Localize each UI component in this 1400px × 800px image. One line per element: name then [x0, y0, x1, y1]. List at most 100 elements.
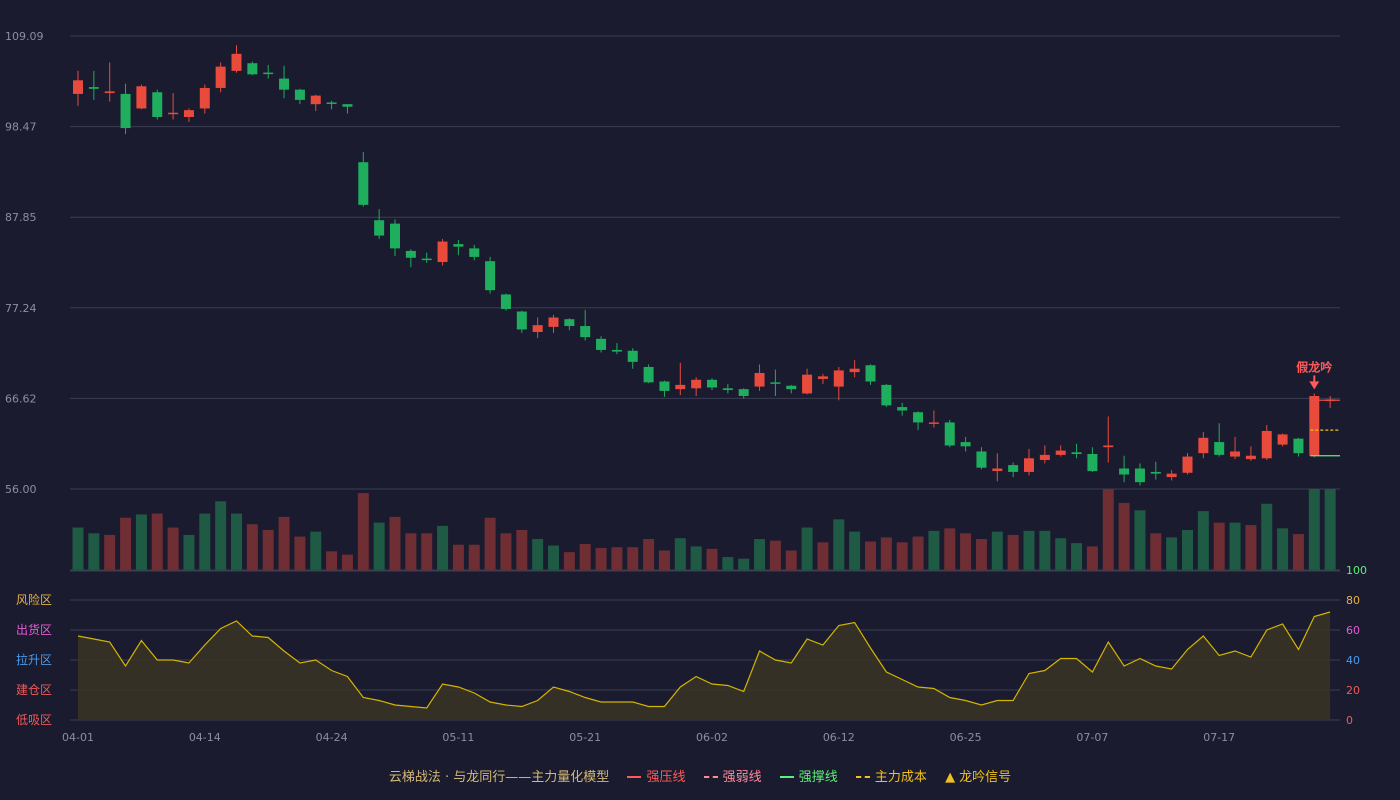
- candle: [564, 318, 575, 331]
- dashed-swatch: [855, 775, 870, 778]
- candle-body: [1166, 473, 1177, 478]
- candle: [168, 93, 179, 120]
- volume-bar: [1229, 522, 1241, 571]
- date-tick-label: 05-21: [569, 731, 601, 744]
- candle: [643, 364, 654, 384]
- candle: [500, 293, 511, 311]
- candle-body: [1119, 468, 1130, 475]
- volume-bar: [801, 527, 813, 571]
- legend-label: 龙吟信号: [959, 770, 1012, 785]
- candle: [691, 377, 702, 396]
- candle-body: [611, 349, 622, 352]
- candle-body: [263, 72, 274, 75]
- volume-bar: [643, 539, 655, 571]
- volume-bar: [215, 501, 227, 571]
- candle: [1024, 448, 1034, 476]
- candle-body: [802, 374, 813, 394]
- volume-bar: [1071, 543, 1083, 571]
- volume-bar: [738, 558, 750, 571]
- candle-body: [374, 220, 385, 236]
- candle: [1182, 453, 1193, 475]
- indicator-line: [77, 611, 1331, 709]
- volume-bar: [1308, 489, 1320, 571]
- volume-bar: [944, 528, 956, 571]
- price-tick-label: 66.62: [5, 392, 37, 405]
- price-tick-label: 87.85: [5, 211, 37, 224]
- volume-bar: [1182, 530, 1193, 571]
- candle-body: [817, 376, 828, 379]
- candle-body: [1039, 454, 1050, 460]
- candle: [1055, 445, 1066, 457]
- volume-bar: [421, 533, 433, 571]
- volume-bar: [960, 533, 972, 571]
- line-swatch: [627, 775, 642, 778]
- candle: [722, 384, 733, 394]
- volume-bar: [595, 548, 607, 571]
- volume-bar: [310, 531, 322, 571]
- signal-label: 假龙吟: [1296, 359, 1332, 374]
- line-swatch: [779, 775, 794, 778]
- candle-body: [722, 388, 733, 391]
- legend-label: 强弱线: [722, 770, 762, 785]
- candle: [326, 100, 337, 110]
- candle-body: [944, 422, 955, 446]
- indicator-tick-label: 0: [1346, 714, 1353, 727]
- volume-bar: [690, 546, 702, 571]
- legend-item-strong-resistance: 强压线: [627, 766, 685, 785]
- candle: [405, 249, 416, 268]
- candle-body: [1261, 430, 1272, 459]
- candle: [802, 368, 813, 395]
- candle: [928, 410, 939, 428]
- candle-body: [691, 379, 702, 389]
- volume-bars: [72, 489, 1336, 571]
- volume-bar: [1023, 530, 1035, 571]
- volume-bar: [563, 552, 575, 571]
- candle-body: [1277, 434, 1288, 445]
- candle: [992, 453, 1003, 482]
- volume-bar: [1007, 534, 1019, 571]
- candle-body: [564, 319, 575, 327]
- volume-bar: [975, 539, 987, 571]
- candle-body: [104, 91, 115, 94]
- indicator-tick-label: 60: [1346, 624, 1360, 637]
- candle-body: [199, 87, 210, 109]
- indicator-area: [78, 612, 1331, 720]
- candle: [247, 61, 258, 76]
- candle-body: [770, 382, 781, 384]
- volume-bar: [928, 530, 940, 571]
- candle-body: [358, 162, 369, 205]
- volume-bar: [199, 513, 211, 571]
- volume-bar: [1102, 489, 1114, 571]
- candle: [215, 62, 226, 93]
- candle-body: [279, 78, 290, 90]
- price-tick-label: 56.00: [5, 483, 37, 496]
- triangle-icon: ▲: [945, 770, 956, 785]
- candle-body: [294, 89, 305, 100]
- volume-bar: [405, 533, 417, 571]
- date-tick-label: 05-11: [442, 731, 474, 744]
- volume-bar: [817, 542, 829, 571]
- candle: [199, 84, 210, 114]
- volume-bar: [706, 548, 718, 571]
- candle-body: [881, 384, 892, 406]
- candle-body: [168, 112, 179, 115]
- candle: [833, 366, 844, 401]
- candle-body: [960, 442, 971, 447]
- volume-bar: [72, 527, 84, 571]
- price-tick-label: 77.24: [5, 302, 37, 315]
- volume-bar: [1324, 489, 1336, 571]
- candle-body: [88, 87, 99, 89]
- candle: [770, 369, 781, 396]
- volume-bar: [452, 544, 464, 571]
- candle-body: [833, 370, 844, 387]
- volume-bar: [120, 517, 132, 571]
- legend-label: 主力成本: [874, 770, 927, 785]
- candle: [548, 314, 559, 333]
- volume-bar: [833, 519, 845, 571]
- volume-bar: [849, 531, 861, 571]
- volume-bar: [912, 536, 924, 571]
- candle-body: [437, 241, 448, 263]
- candle: [73, 70, 83, 106]
- candle: [1245, 446, 1256, 461]
- candle-body: [516, 311, 527, 330]
